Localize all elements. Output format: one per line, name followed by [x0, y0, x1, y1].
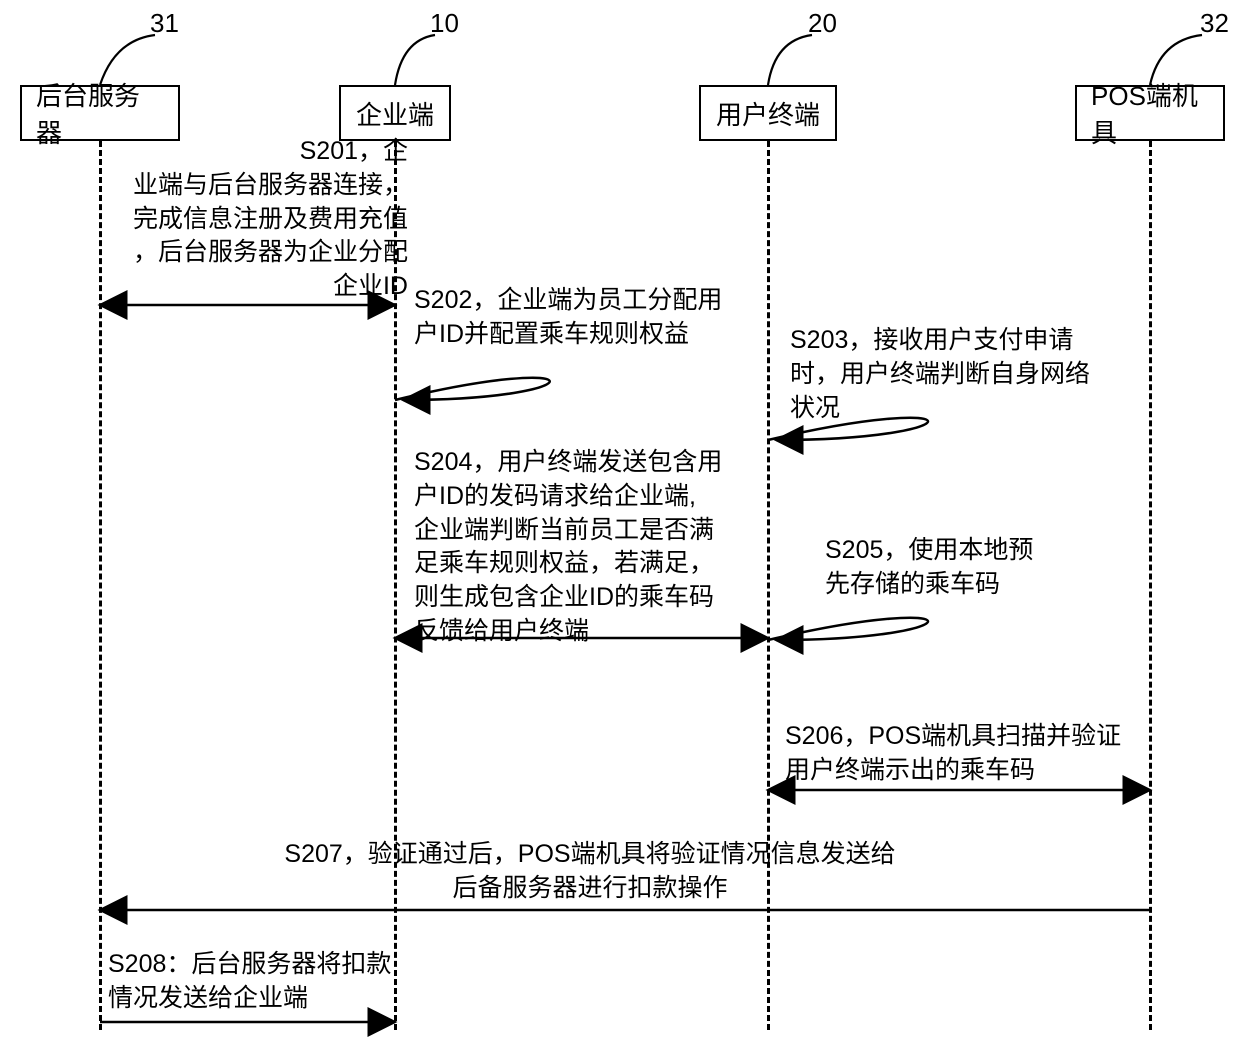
- lifeline-pos: [1149, 141, 1152, 1030]
- actor-box-pos: POS端机具: [1075, 85, 1225, 141]
- actor-id-32: 32: [1200, 8, 1229, 39]
- actor-box-enterprise: 企业端: [339, 85, 451, 141]
- msg-s207: S207，验证通过后，POS端机具将验证情况信息发送给后备服务器进行扣款操作: [265, 838, 915, 906]
- actor-id-31: 31: [150, 8, 179, 39]
- msg-s201: S201，企业端与后台服务器连接，完成信息注册及费用充值，后台服务器为企业分配企…: [108, 135, 408, 304]
- actor-label: POS端机具: [1091, 76, 1209, 150]
- actor-box-server: 后台服务器: [20, 85, 180, 141]
- msg-s205: S205，使用本地预先存储的乘车码: [825, 534, 1085, 602]
- msg-s206: S206，POS端机具扫描并验证用户终端示出的乘车码: [785, 720, 1155, 788]
- sequence-diagram: 31 10 20 32 后台服务器 企业端 用户终端 POS端机具 S201，企…: [0, 0, 1240, 1046]
- actor-id-20: 20: [808, 8, 837, 39]
- msg-s208: S208：后台服务器将扣款情况发送给企业端: [108, 948, 418, 1016]
- msg-s204: S204，用户终端发送包含用户ID的发码请求给企业端,企业端判断当前员工是否满足…: [414, 446, 764, 649]
- actor-box-user: 用户终端: [699, 85, 837, 141]
- lifeline-server: [99, 141, 102, 1030]
- msg-s202: S202，企业端为员工分配用户ID并配置乘车规则权益: [414, 284, 754, 352]
- actor-label: 企业端: [356, 95, 434, 132]
- msg-s203: S203，接收用户支付申请时，用户终端判断自身网络状况: [790, 324, 1140, 425]
- actor-label: 用户终端: [716, 95, 820, 132]
- actor-id-10: 10: [430, 8, 459, 39]
